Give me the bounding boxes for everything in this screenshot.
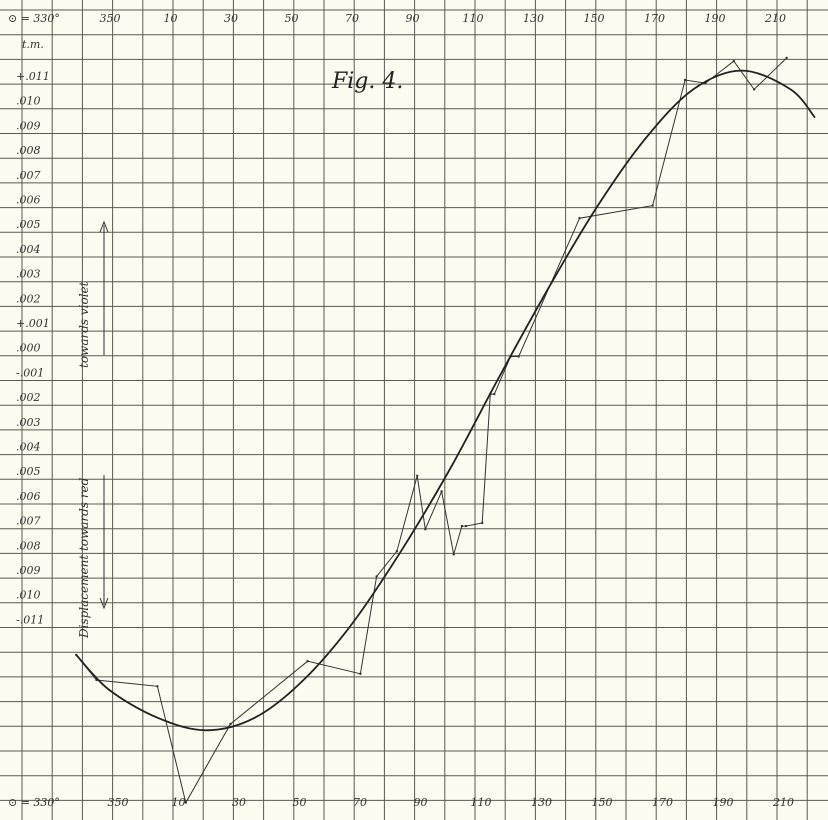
- observed-point: [424, 528, 427, 531]
- y-tick-label: .002: [16, 391, 41, 404]
- y-tick-label: -.001: [16, 366, 44, 379]
- x-axis-top-prefix: ⊙ = 330°: [8, 12, 60, 25]
- violet-arrow: [99, 220, 109, 355]
- x-tick-label-top: 90: [406, 12, 420, 25]
- observed-point: [651, 204, 654, 207]
- x-axis-bottom: ⊙ = 330° 350 10 30 50 70 90 110 130 150 170 190 210: [8, 796, 794, 809]
- y-unit-label: t.m.: [22, 38, 44, 51]
- y-tick-label: .010: [16, 95, 41, 108]
- y-tick-label: .004: [16, 243, 41, 256]
- observed-point: [156, 685, 159, 688]
- observed-point: [440, 490, 443, 493]
- x-tick-label-bottom: 350: [108, 796, 129, 809]
- observed-point: [416, 474, 419, 477]
- observed-point: [184, 801, 187, 804]
- observed-point: [464, 524, 468, 528]
- y-tick-label: .004: [16, 441, 41, 454]
- observed-point: [375, 575, 378, 578]
- observed-point: [359, 672, 362, 675]
- observed-point: [785, 56, 788, 60]
- x-tick-label-bottom: 110: [471, 796, 492, 809]
- x-tick-label-top: 130: [523, 12, 544, 25]
- y-tick-label: .003: [16, 416, 41, 429]
- x-axis-bottom-prefix: ⊙ = 330°: [8, 796, 60, 809]
- observed-point: [229, 722, 232, 726]
- x-tick-label-bottom: 50: [293, 796, 307, 809]
- y-tick-label: .010: [16, 589, 41, 602]
- y-tick-label: -.011: [16, 613, 44, 626]
- observed-point: [752, 88, 756, 91]
- y-tick-label: .003: [16, 268, 41, 281]
- observed-point: [493, 392, 496, 396]
- x-tick-label-bottom: 10: [172, 796, 186, 809]
- x-tick-label-bottom: 130: [531, 796, 552, 809]
- x-tick-label-top: 50: [285, 12, 299, 25]
- x-tick-label-top: 10: [164, 12, 178, 25]
- x-tick-label-bottom: 30: [232, 796, 246, 809]
- y-tick-label: .008: [16, 144, 41, 157]
- x-tick-label-top: 30: [224, 12, 238, 25]
- y-tick-label: .006: [16, 194, 41, 207]
- x-axis-top: ⊙ = 330° 350 10 30 50 70 90 110 130 150 170 190 210: [8, 12, 786, 25]
- x-tick-label-bottom: 170: [652, 796, 673, 809]
- observed-point: [732, 59, 735, 63]
- chart-title: Fig. 4.: [331, 69, 403, 94]
- annotation-violet: towards violet: [77, 281, 91, 368]
- x-tick-label-bottom: 150: [592, 796, 613, 809]
- x-tick-label-bottom: 190: [713, 796, 734, 809]
- x-tick-label-bottom: 210: [772, 796, 794, 809]
- y-axis: t.m. +.011 .010 .009 .008 .007 .006 .005 .004 .0…: [16, 38, 50, 626]
- x-tick-label-bottom: 90: [414, 796, 428, 809]
- red-arrow: [99, 475, 109, 610]
- y-tick-label: .002: [16, 292, 41, 305]
- observed-point: [517, 355, 520, 358]
- observed-point: [683, 78, 687, 82]
- x-tick-label-top: 70: [345, 12, 359, 25]
- y-tick-label: +.001: [16, 317, 50, 330]
- smooth-curve-line: [75, 69, 816, 732]
- x-tick-label-top: 170: [644, 12, 665, 25]
- y-tick-label: .008: [16, 539, 41, 552]
- x-tick-label-top: 190: [705, 12, 726, 25]
- observed-point: [578, 217, 581, 220]
- x-tick-label-top: 350: [100, 12, 121, 25]
- y-tick-label: .007: [16, 169, 41, 182]
- observed-point: [481, 521, 484, 525]
- y-tick-label: +.011: [16, 70, 50, 83]
- observed-point: [306, 660, 309, 663]
- y-tick-label: .005: [16, 218, 41, 231]
- y-tick-label: .009: [16, 119, 41, 132]
- series-group: [75, 56, 816, 804]
- annotation-red: Displacement towards red: [77, 477, 91, 639]
- y-tick-label: .000: [16, 342, 41, 355]
- y-tick-label: .007: [16, 515, 41, 528]
- y-tick-label: .005: [16, 465, 41, 478]
- x-tick-label-top: 210: [764, 12, 786, 25]
- observed-point: [460, 524, 464, 528]
- x-tick-label-bottom: 70: [353, 796, 367, 809]
- y-tick-label: .006: [16, 490, 41, 503]
- observed-point: [452, 553, 455, 556]
- y-tick-label: .009: [16, 564, 41, 577]
- observed-point: [395, 550, 399, 553]
- x-tick-label-top: 110: [463, 12, 484, 25]
- x-tick-label-top: 150: [584, 12, 605, 25]
